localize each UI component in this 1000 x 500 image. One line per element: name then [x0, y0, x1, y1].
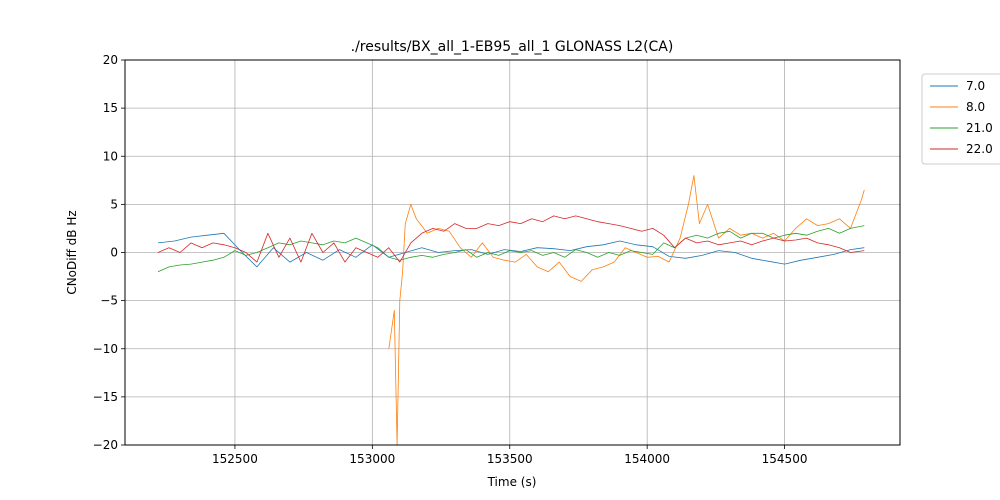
x-tick-label: 154000	[624, 452, 670, 466]
legend-label: 22.0	[966, 142, 993, 156]
series-line-21-0	[157, 225, 865, 273]
x-tick-label: 152500	[212, 452, 258, 466]
series-line-8-0	[388, 175, 865, 446]
x-tick-label: 153500	[487, 452, 533, 466]
legend-label: 7.0	[966, 79, 985, 93]
y-tick-label: −15	[93, 390, 118, 404]
y-tick-label: 5	[110, 197, 118, 211]
y-tick-label: 0	[110, 246, 118, 260]
x-tick-label: 153000	[349, 452, 395, 466]
series-line-7-0	[157, 232, 865, 268]
series-line-22-0	[157, 215, 865, 263]
y-tick-label: 10	[103, 149, 118, 163]
legend-label: 8.0	[966, 100, 985, 114]
y-tick-label: −20	[93, 438, 118, 452]
legend-box	[921, 73, 1000, 165]
y-tick-label: 15	[103, 101, 118, 115]
ticks: 152500 153000 153500 154000 154500 −20 −15 −10 −…	[93, 53, 808, 466]
x-axis-title: Time (s)	[487, 475, 537, 489]
y-tick-label: 20	[103, 53, 118, 67]
y-axis-title: CNoDiff dB Hz	[65, 210, 79, 294]
x-tick-label: 154500	[762, 452, 808, 466]
legend-label: 21.0	[966, 121, 993, 135]
y-tick-label: −10	[93, 342, 118, 356]
chart-title: ./results/BX_all_1-EB95_all_1 GLONASS L2…	[351, 39, 674, 55]
series-layer	[157, 175, 865, 446]
legend: 7.0 8.0 21.0 22.0	[921, 73, 1000, 165]
grid	[125, 59, 900, 446]
y-tick-label: −5	[100, 294, 118, 308]
